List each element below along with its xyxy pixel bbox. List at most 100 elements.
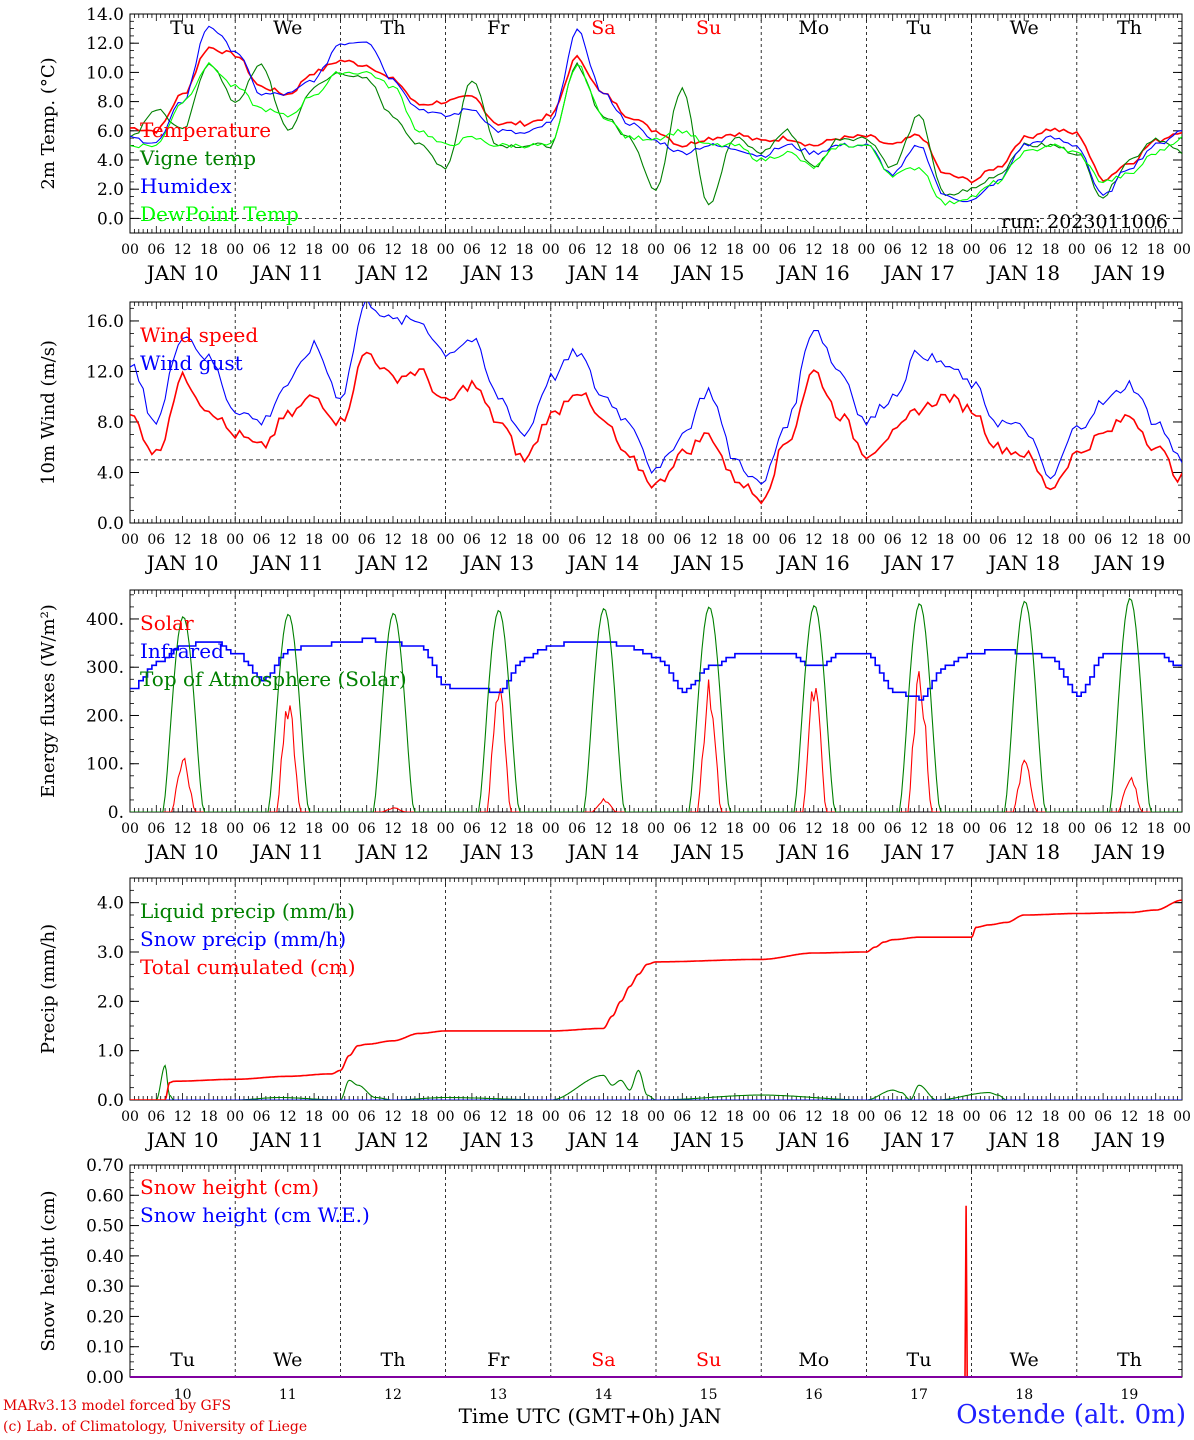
- date-label: JAN 13: [460, 261, 534, 285]
- panel-3: 0. 100. 200. 300. 400. Energy fluxes (W/m²) So…: [38, 589, 1191, 864]
- date-label: JAN 19: [1092, 551, 1166, 575]
- hour-tick-label: 18: [1147, 242, 1165, 258]
- date-label: JAN 14: [566, 551, 640, 575]
- day-number-label: 17: [910, 1387, 928, 1403]
- y-tick-label: 3.0: [97, 943, 124, 963]
- hour-tick-label: 12: [384, 242, 402, 258]
- hour-tick-label: 06: [673, 821, 691, 837]
- date-label: JAN 16: [776, 551, 850, 575]
- date-label: JAN 19: [1092, 261, 1166, 285]
- hour-tick-label: 00: [1068, 532, 1086, 548]
- hour-tick-label: 18: [516, 1109, 534, 1125]
- series-line-humidex: [130, 25, 1182, 203]
- y-tick-label: 0.00: [86, 1368, 124, 1388]
- hour-tick-label: 18: [621, 532, 639, 548]
- hour-tick-label: 18: [410, 821, 428, 837]
- hour-tick-label: 06: [463, 242, 481, 258]
- hour-tick-label: 06: [358, 1109, 376, 1125]
- hour-tick-label: 00: [1173, 821, 1191, 837]
- hour-tick-label: 12: [594, 532, 612, 548]
- hour-tick-label: 18: [726, 532, 744, 548]
- legend-entry: Snow height (cm): [140, 1175, 319, 1199]
- y-tick-label: 12.0: [86, 362, 124, 382]
- y-tick-label: 8.0: [97, 413, 124, 433]
- hour-tick-label: 06: [463, 821, 481, 837]
- hour-tick-label: 06: [568, 242, 586, 258]
- hour-tick-label: 00: [542, 821, 560, 837]
- date-label: JAN 19: [1092, 840, 1166, 864]
- weekday-label: Th: [1117, 17, 1142, 39]
- hour-tick-label: 18: [726, 1109, 744, 1125]
- hour-tick-label: 18: [305, 1109, 323, 1125]
- day-number-label: 19: [1120, 1387, 1138, 1403]
- hour-tick-label: 12: [174, 821, 192, 837]
- hour-tick-label: 00: [857, 1109, 875, 1125]
- y-axis-label: Precip (mm/h): [38, 924, 59, 1054]
- date-label: JAN 10: [145, 261, 219, 285]
- hour-tick-label: 00: [226, 532, 244, 548]
- hour-tick-label: 00: [963, 242, 981, 258]
- y-tick-label: 1.0: [97, 1042, 124, 1062]
- legend-entry: Liquid precip (mm/h): [140, 899, 355, 923]
- hour-tick-label: 18: [936, 242, 954, 258]
- hour-tick-label: 18: [1042, 532, 1060, 548]
- date-label: JAN 17: [881, 551, 955, 575]
- hour-tick-label: 06: [253, 242, 271, 258]
- hour-tick-label: 12: [1015, 1109, 1033, 1125]
- hour-tick-label: 12: [910, 821, 928, 837]
- weekday-label: Tu: [907, 1349, 932, 1371]
- y-tick-label: 0.10: [86, 1338, 124, 1358]
- day-number-label: 14: [594, 1387, 612, 1403]
- weekday-label: Th: [381, 17, 406, 39]
- date-label: JAN 11: [250, 551, 324, 575]
- hour-tick-label: 00: [857, 532, 875, 548]
- date-label: JAN 15: [671, 551, 745, 575]
- date-label: JAN 18: [986, 840, 1060, 864]
- y-tick-label: 16.0: [86, 312, 124, 332]
- y-tick-label: 10.0: [86, 63, 124, 83]
- legend-entry: Solar: [140, 611, 194, 635]
- legend-entry: Top of Atmosphere (Solar): [140, 667, 407, 691]
- legend-entry: Wind speed: [140, 323, 258, 347]
- hour-tick-label: 12: [805, 532, 823, 548]
- hour-tick-label: 06: [1094, 242, 1112, 258]
- weekday-label: Th: [381, 1349, 406, 1371]
- day-number-label: 15: [700, 1387, 718, 1403]
- hour-tick-label: 18: [1042, 1109, 1060, 1125]
- weekday-label: Tu: [170, 1349, 195, 1371]
- hour-tick-label: 12: [1120, 532, 1138, 548]
- hour-tick-label: 06: [989, 532, 1007, 548]
- hour-tick-label: 06: [147, 821, 165, 837]
- hour-tick-label: 00: [437, 821, 455, 837]
- weekday-label: Th: [1117, 1349, 1142, 1371]
- legend-entry: Snow precip (mm/h): [140, 927, 346, 951]
- y-tick-label: 14.0: [86, 5, 124, 25]
- hour-tick-label: 12: [489, 1109, 507, 1125]
- y-tick-label: 0.20: [86, 1307, 124, 1327]
- day-number-label: 12: [384, 1387, 402, 1403]
- y-tick-label: 400.: [86, 610, 124, 630]
- panel-4: 0.0 1.0 2.0 3.0 4.0 Precip (mm/h) Liquid preci…: [38, 877, 1191, 1152]
- hour-tick-label: 18: [621, 821, 639, 837]
- y-axis-label: Snow height (cm): [38, 1190, 59, 1351]
- hour-tick-label: 18: [200, 1109, 218, 1125]
- hour-tick-label: 12: [1120, 242, 1138, 258]
- hour-tick-label: 00: [331, 532, 349, 548]
- panel-1: 0.0 2.0 4.0 6.0 8.0 10.0 12.0 14.0 2m Temp. (°C)…: [38, 5, 1191, 285]
- date-label: JAN 10: [145, 1128, 219, 1152]
- hour-tick-label: 00: [331, 242, 349, 258]
- series-line-wind-speed: [130, 351, 1182, 505]
- legend-entry: DewPoint Temp: [140, 202, 299, 226]
- date-label: JAN 18: [986, 261, 1060, 285]
- series-line-wind-gust: [130, 302, 1182, 485]
- legend-entry: Infrared: [140, 639, 224, 663]
- hour-tick-label: 06: [673, 1109, 691, 1125]
- hour-tick-label: 12: [489, 242, 507, 258]
- hour-tick-label: 12: [384, 1109, 402, 1125]
- hour-tick-label: 06: [989, 821, 1007, 837]
- weekday-label: We: [273, 1349, 302, 1371]
- hour-tick-label: 18: [1147, 821, 1165, 837]
- y-tick-label: 0.40: [86, 1247, 124, 1267]
- date-label: JAN 14: [566, 1128, 640, 1152]
- date-label: JAN 16: [776, 261, 850, 285]
